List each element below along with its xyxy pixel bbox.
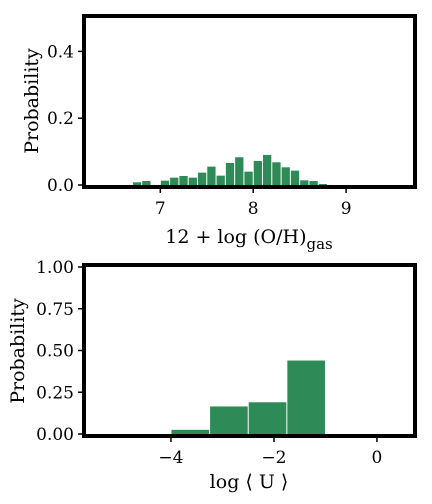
metallicity-bar (290, 170, 300, 186)
ionization-bar (248, 402, 287, 435)
metallicity-bar (216, 175, 225, 186)
metallicity-bar (272, 162, 281, 186)
metallicity-bar (188, 177, 197, 186)
ionization-x-tick-label: −4 (158, 448, 183, 468)
ionization-y-tick-label: 0.75 (36, 300, 74, 320)
ionization-histogram: 0.00 0.25 0.50 0.75 1.00 −4 −2 0 Probability l… (7, 258, 417, 493)
metallicity-histogram: 0.0 0.2 0.4 7 8 9 Probability 12 + log (O/H)… (21, 14, 417, 253)
metallicity-plot-frame (82, 14, 417, 189)
metallicity-x-ticks: 7 8 9 (155, 187, 352, 219)
metallicity-bar (225, 162, 235, 186)
metallicity-bar (142, 180, 151, 186)
metallicity-bars (132, 154, 328, 186)
metallicity-bar (132, 182, 142, 186)
metallicity-bar (244, 171, 253, 186)
metallicity-x-tick-label: 8 (248, 199, 259, 219)
ionization-bar (287, 360, 325, 435)
ionization-x-tick-label: 0 (372, 448, 383, 468)
metallicity-bar (309, 180, 318, 186)
ionization-x-axis-label: log ⟨ U ⟩ (210, 471, 289, 493)
ionization-x-ticks: −4 −2 0 (158, 436, 382, 468)
ionization-x-tick-label: −2 (261, 448, 286, 468)
metallicity-bar (318, 183, 328, 186)
metallicity-y-tick-label: 0.0 (47, 176, 74, 196)
metallicity-y-tick-label: 0.4 (47, 42, 74, 62)
ionization-bar (171, 429, 210, 435)
metallicity-bar (300, 180, 309, 186)
ionization-y-tick-label: 0.50 (36, 342, 74, 362)
metallicity-bar (235, 157, 244, 186)
ionization-y-tick-label: 0.00 (36, 425, 74, 445)
metallicity-bar (160, 180, 170, 186)
ionization-bars (171, 360, 325, 435)
metallicity-x-axis-label: 12 + log (O/H)gas (165, 226, 333, 253)
metallicity-bar (263, 154, 272, 186)
metallicity-bar (253, 160, 263, 186)
metallicity-y-axis-label: Probability (21, 48, 43, 154)
ionization-bar (210, 406, 248, 435)
metallicity-bar (207, 166, 216, 186)
metallicity-bar (197, 172, 207, 186)
metallicity-y-ticks: 0.0 0.2 0.4 (47, 42, 84, 196)
metallicity-x-tick-label: 9 (341, 199, 352, 219)
metallicity-bar (179, 175, 188, 186)
ionization-y-tick-label: 1.00 (36, 258, 74, 278)
ionization-y-tick-label: 0.25 (36, 383, 74, 403)
metallicity-bar (281, 167, 290, 186)
ionization-y-axis-label: Probability (7, 298, 29, 404)
ionization-y-ticks: 0.00 0.25 0.50 0.75 1.00 (36, 258, 84, 445)
metallicity-x-tick-label: 7 (155, 199, 166, 219)
metallicity-y-tick-label: 0.2 (47, 109, 74, 129)
metallicity-bar (170, 177, 179, 186)
